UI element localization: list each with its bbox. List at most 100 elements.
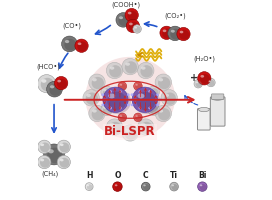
- Ellipse shape: [137, 93, 144, 99]
- Circle shape: [127, 11, 137, 21]
- Ellipse shape: [41, 143, 44, 146]
- Circle shape: [38, 75, 56, 93]
- Text: (CO₂•): (CO₂•): [164, 13, 186, 19]
- FancyBboxPatch shape: [210, 97, 225, 126]
- Circle shape: [103, 88, 112, 97]
- Circle shape: [103, 106, 112, 115]
- Circle shape: [162, 28, 172, 38]
- Circle shape: [64, 39, 76, 51]
- Circle shape: [109, 65, 122, 77]
- Circle shape: [127, 104, 130, 106]
- Circle shape: [38, 140, 51, 153]
- Circle shape: [207, 78, 215, 87]
- Circle shape: [196, 81, 202, 87]
- Ellipse shape: [41, 159, 44, 161]
- Ellipse shape: [125, 63, 130, 66]
- Ellipse shape: [50, 85, 54, 88]
- Circle shape: [148, 86, 159, 98]
- Circle shape: [103, 87, 128, 112]
- Circle shape: [129, 22, 138, 32]
- Circle shape: [160, 26, 173, 39]
- Text: +: +: [190, 73, 198, 83]
- Text: Bi: Bi: [198, 171, 206, 180]
- Ellipse shape: [211, 95, 224, 100]
- Circle shape: [50, 84, 61, 96]
- Circle shape: [38, 155, 51, 169]
- Circle shape: [57, 155, 70, 169]
- Circle shape: [170, 182, 178, 191]
- Circle shape: [130, 98, 133, 101]
- Ellipse shape: [78, 42, 81, 45]
- Ellipse shape: [48, 149, 54, 153]
- Text: (CH₄): (CH₄): [42, 171, 59, 177]
- Ellipse shape: [110, 66, 114, 70]
- Circle shape: [143, 184, 149, 190]
- Circle shape: [120, 83, 126, 90]
- Ellipse shape: [103, 89, 107, 91]
- Circle shape: [200, 74, 210, 84]
- Circle shape: [133, 25, 141, 33]
- Circle shape: [200, 184, 206, 191]
- Circle shape: [156, 93, 159, 96]
- Ellipse shape: [172, 185, 174, 186]
- Ellipse shape: [209, 80, 211, 82]
- Circle shape: [86, 92, 98, 105]
- Circle shape: [194, 80, 202, 88]
- Ellipse shape: [163, 29, 166, 32]
- Ellipse shape: [200, 75, 204, 78]
- Circle shape: [113, 182, 122, 191]
- Circle shape: [127, 93, 130, 96]
- Circle shape: [161, 90, 177, 106]
- Circle shape: [92, 108, 104, 120]
- Circle shape: [119, 107, 122, 109]
- Text: (COOH•): (COOH•): [112, 1, 141, 8]
- Circle shape: [164, 92, 176, 105]
- Circle shape: [122, 58, 138, 75]
- Circle shape: [60, 142, 69, 152]
- Circle shape: [101, 104, 113, 115]
- Circle shape: [198, 182, 207, 191]
- Ellipse shape: [135, 84, 138, 86]
- Circle shape: [168, 26, 182, 41]
- Circle shape: [101, 104, 104, 106]
- Circle shape: [141, 182, 150, 191]
- Circle shape: [134, 26, 141, 33]
- Circle shape: [98, 98, 101, 101]
- Circle shape: [41, 78, 54, 91]
- Circle shape: [109, 107, 112, 109]
- Ellipse shape: [128, 12, 132, 14]
- Ellipse shape: [159, 109, 163, 113]
- Circle shape: [135, 83, 142, 90]
- Ellipse shape: [125, 129, 130, 132]
- Text: (HCO•): (HCO•): [36, 64, 60, 70]
- Ellipse shape: [103, 107, 107, 109]
- Ellipse shape: [120, 84, 122, 86]
- Circle shape: [131, 104, 133, 106]
- Text: Ti: Ti: [170, 171, 178, 180]
- Ellipse shape: [60, 159, 64, 161]
- Circle shape: [125, 8, 138, 22]
- Text: (H₂O•): (H₂O•): [193, 56, 215, 62]
- Circle shape: [170, 29, 181, 40]
- Circle shape: [47, 81, 62, 97]
- Ellipse shape: [41, 79, 47, 83]
- Ellipse shape: [199, 107, 209, 112]
- FancyBboxPatch shape: [197, 109, 210, 130]
- Ellipse shape: [87, 185, 89, 186]
- Circle shape: [132, 87, 157, 112]
- Ellipse shape: [108, 93, 115, 99]
- Ellipse shape: [159, 78, 163, 81]
- Ellipse shape: [132, 89, 160, 114]
- Circle shape: [159, 98, 162, 101]
- Circle shape: [171, 184, 178, 190]
- Circle shape: [116, 13, 131, 27]
- Ellipse shape: [60, 143, 64, 146]
- Text: (CO•): (CO•): [62, 23, 81, 29]
- Circle shape: [138, 90, 141, 93]
- Circle shape: [158, 108, 170, 120]
- Circle shape: [109, 90, 112, 93]
- Circle shape: [198, 72, 211, 85]
- Circle shape: [89, 105, 105, 122]
- Circle shape: [57, 79, 67, 89]
- Ellipse shape: [103, 89, 131, 114]
